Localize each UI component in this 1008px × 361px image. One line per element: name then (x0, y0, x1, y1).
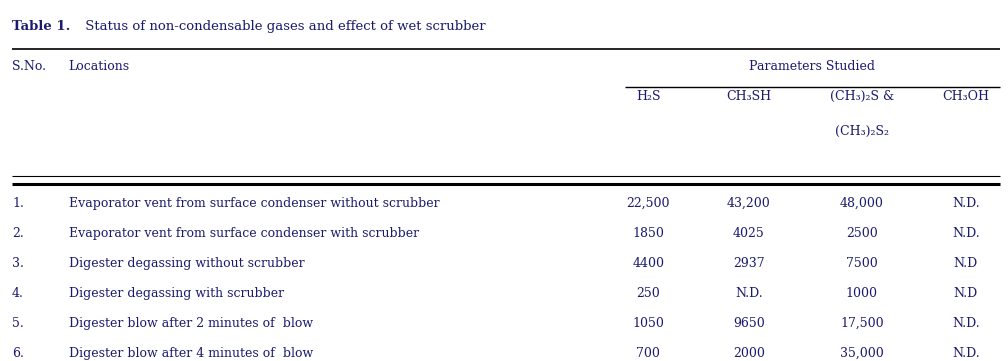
Text: 2937: 2937 (733, 257, 765, 270)
Text: Locations: Locations (69, 60, 130, 73)
Text: 4.: 4. (12, 287, 24, 300)
Text: S.No.: S.No. (12, 60, 46, 73)
Text: Digester degassing without scrubber: Digester degassing without scrubber (69, 257, 304, 270)
Text: N.D.: N.D. (952, 197, 980, 210)
Text: Evaporator vent from surface condenser with scrubber: Evaporator vent from surface condenser w… (69, 227, 418, 240)
Text: H₂S: H₂S (636, 90, 660, 103)
Text: Digester blow after 2 minutes of  blow: Digester blow after 2 minutes of blow (69, 317, 312, 330)
Text: N.D: N.D (954, 287, 978, 300)
Text: N.D.: N.D. (735, 287, 763, 300)
Text: N.D.: N.D. (952, 227, 980, 240)
Text: N.D.: N.D. (952, 317, 980, 330)
Text: CH₃OH: CH₃OH (942, 90, 989, 103)
Text: (CH₃)₂S₂: (CH₃)₂S₂ (835, 125, 889, 138)
Text: Digester degassing with scrubber: Digester degassing with scrubber (69, 287, 283, 300)
Text: 1050: 1050 (632, 317, 664, 330)
Text: Parameters Studied: Parameters Studied (750, 60, 875, 73)
Text: 6.: 6. (12, 347, 24, 360)
Text: 4025: 4025 (733, 227, 765, 240)
Text: 1.: 1. (12, 197, 24, 210)
Text: 22,500: 22,500 (626, 197, 670, 210)
Text: Table 1.: Table 1. (12, 20, 71, 33)
Text: 1000: 1000 (846, 287, 878, 300)
Text: 700: 700 (636, 347, 660, 360)
Text: 2500: 2500 (846, 227, 878, 240)
Text: 48,000: 48,000 (840, 197, 884, 210)
Text: Evaporator vent from surface condenser without scrubber: Evaporator vent from surface condenser w… (69, 197, 439, 210)
Text: N.D: N.D (954, 257, 978, 270)
Text: CH₃SH: CH₃SH (727, 90, 771, 103)
Text: 1850: 1850 (632, 227, 664, 240)
Text: Digester blow after 4 minutes of  blow: Digester blow after 4 minutes of blow (69, 347, 312, 360)
Text: Status of non-condensable gases and effect of wet scrubber: Status of non-condensable gases and effe… (81, 20, 485, 33)
Text: 2.: 2. (12, 227, 24, 240)
Text: 2000: 2000 (733, 347, 765, 360)
Text: 35,000: 35,000 (840, 347, 884, 360)
Text: 9650: 9650 (733, 317, 765, 330)
Text: 7500: 7500 (846, 257, 878, 270)
Text: 43,200: 43,200 (727, 197, 771, 210)
Text: 17,500: 17,500 (840, 317, 884, 330)
Text: (CH₃)₂S &: (CH₃)₂S & (830, 90, 894, 103)
Text: 4400: 4400 (632, 257, 664, 270)
Text: N.D.: N.D. (952, 347, 980, 360)
Text: 3.: 3. (12, 257, 24, 270)
Text: 250: 250 (636, 287, 660, 300)
Text: 5.: 5. (12, 317, 24, 330)
